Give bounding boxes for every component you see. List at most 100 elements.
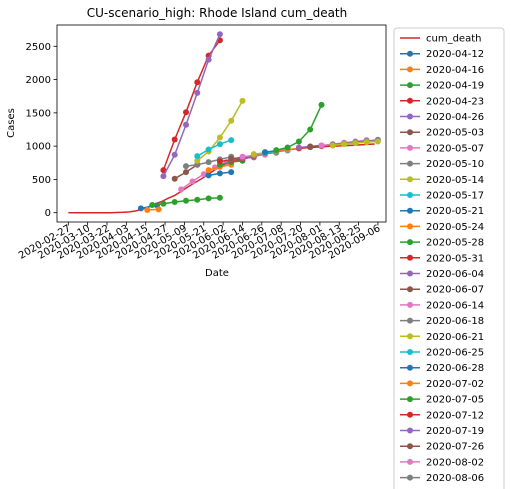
legend-item: 2020-05-17 — [400, 191, 484, 202]
data-point — [183, 197, 189, 204]
data-point — [228, 137, 235, 144]
data-point — [194, 157, 201, 164]
data-point — [200, 171, 207, 178]
legend-label: 2020-04-23 — [426, 96, 484, 107]
legend-swatch-marker — [407, 427, 413, 434]
data-point — [216, 158, 223, 165]
legend-label: 2020-04-12 — [426, 49, 484, 60]
x-axis-label: Date — [205, 268, 229, 279]
data-point — [216, 141, 223, 148]
legend-label: 2020-06-04 — [426, 269, 484, 280]
legend-item: 2020-04-26 — [400, 112, 484, 123]
y-tick-label: 1000 — [26, 142, 51, 153]
y-tick-label: 2500 — [26, 42, 51, 53]
legend-frame — [393, 27, 505, 489]
data-point — [329, 142, 336, 149]
legend-swatch-marker — [407, 411, 413, 418]
series-line — [68, 143, 375, 214]
legend-swatch-marker — [407, 160, 413, 167]
y-tick-label: 500 — [32, 175, 51, 186]
legend-item: 2020-06-21 — [400, 332, 484, 343]
data-point — [205, 172, 212, 179]
y-tick-label: 1500 — [26, 108, 51, 119]
series-4 — [160, 37, 223, 174]
data-point — [363, 139, 370, 146]
legend-swatch-marker — [407, 239, 413, 246]
legend-label: 2020-07-12 — [426, 410, 484, 421]
data-point — [160, 200, 167, 207]
legend-item: 2020-05-28 — [400, 238, 484, 249]
data-point — [137, 205, 144, 212]
legend-item: 2020-07-05 — [400, 395, 484, 406]
legend-swatch-marker — [407, 82, 413, 89]
legend-swatch-marker — [407, 333, 413, 340]
series-10 — [194, 137, 235, 160]
legend-swatch-marker — [407, 97, 413, 104]
series-5 — [160, 31, 223, 180]
legend-swatch-marker — [407, 254, 413, 261]
legend-item: 2020-05-03 — [400, 128, 484, 139]
series-11 — [205, 169, 235, 179]
legend-item: 2020-05-14 — [400, 175, 484, 186]
data-point — [318, 101, 325, 108]
legend-item: 2020-05-10 — [400, 159, 484, 170]
data-point — [228, 169, 235, 176]
data-point — [144, 207, 151, 213]
data-point — [228, 117, 235, 124]
data-point — [318, 142, 325, 149]
y-tick-label: 2000 — [26, 75, 51, 86]
legend-item: 2020-05-24 — [400, 222, 484, 233]
data-point — [341, 141, 348, 148]
data-point — [273, 147, 280, 154]
data-point — [295, 138, 302, 145]
legend-label: 2020-06-21 — [426, 332, 484, 343]
data-point — [183, 163, 189, 170]
legend-label: cum_death — [426, 34, 481, 45]
legend-swatch-marker — [407, 66, 413, 73]
chart-title: CU-scenario_high: Rhode Island cum_death — [87, 6, 347, 20]
y-axis-label: Cases — [6, 108, 17, 138]
series-3 — [149, 194, 223, 208]
legend-swatch-marker — [407, 144, 413, 151]
data-point — [307, 126, 314, 133]
data-point — [352, 140, 359, 147]
legend-swatch-marker — [407, 301, 413, 308]
series-23 — [273, 101, 325, 154]
series-2 — [144, 206, 162, 213]
legend-label: 2020-06-18 — [426, 316, 484, 327]
legend-label: 2020-04-16 — [426, 65, 484, 76]
data-point — [194, 153, 201, 160]
plot-frame — [56, 24, 387, 223]
data-point — [262, 149, 268, 156]
data-point — [295, 144, 302, 151]
legend-swatch-marker — [407, 50, 413, 57]
data-point — [205, 159, 212, 166]
legend-label: 2020-08-06 — [426, 473, 484, 484]
legend-swatch-marker — [407, 192, 413, 198]
legend-label: 2020-06-28 — [426, 363, 484, 374]
legend-item: 2020-04-12 — [400, 49, 484, 60]
legend-label: 2020-07-05 — [426, 395, 484, 406]
data-point — [189, 178, 196, 185]
legend-label: 2020-07-02 — [426, 379, 484, 390]
data-point — [307, 143, 314, 150]
legend-label: 2020-06-14 — [426, 300, 484, 311]
legend-swatch-marker — [407, 317, 413, 324]
legend-label: 2020-05-07 — [426, 143, 484, 154]
data-point — [160, 173, 167, 180]
series-line — [162, 39, 221, 171]
legend-item: 2020-07-19 — [400, 426, 484, 437]
legend-swatch-marker — [407, 223, 413, 230]
legend-label: 2020-07-26 — [426, 442, 484, 453]
series-0 — [68, 143, 375, 214]
legend-label: 2020-05-10 — [426, 159, 484, 170]
data-point — [194, 89, 201, 96]
data-point — [194, 79, 201, 86]
legend-item: 2020-05-07 — [400, 143, 484, 154]
legend-swatch-marker — [407, 443, 413, 450]
legend-swatch-marker — [407, 270, 413, 277]
legend-swatch-marker — [407, 380, 413, 387]
legend-item: 2020-08-06 — [400, 473, 484, 484]
data-point — [239, 153, 246, 160]
